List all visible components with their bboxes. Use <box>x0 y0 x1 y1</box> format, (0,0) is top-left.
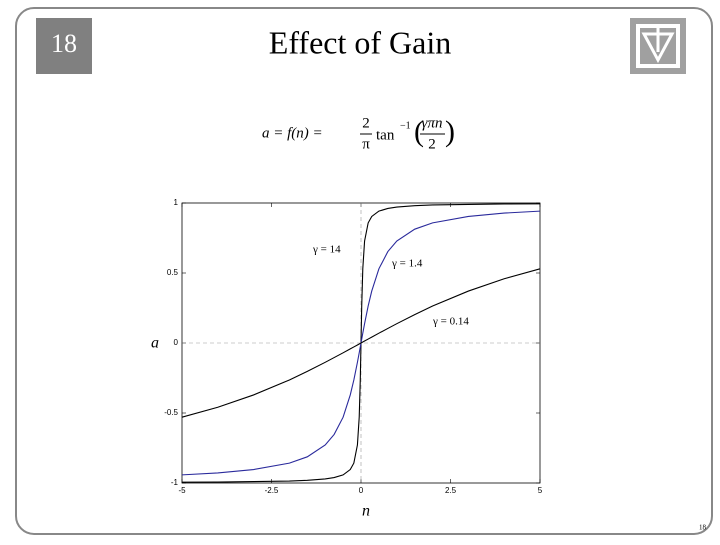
x-tick-label: -5 <box>178 486 186 495</box>
formula-coef-num: 2 <box>362 115 370 131</box>
number-box <box>36 18 92 74</box>
formula-coef-den: π <box>362 136 370 152</box>
footer-number: 18 <box>699 524 707 532</box>
y-tick-label: -0.5 <box>164 408 178 417</box>
slide-number: 18 <box>51 29 77 58</box>
y-tick-label: 0 <box>174 338 179 347</box>
formula-func-sup: −1 <box>400 120 411 131</box>
series-line <box>181 268 541 418</box>
formula: a = f(n) = 2 π tan −1 ( γπn 2 ) <box>262 115 455 153</box>
y-axis-label: a <box>151 335 159 352</box>
paren-left: ( <box>414 115 424 148</box>
series-label: γ = 0.14 <box>432 316 469 328</box>
formula-arg-num: γπn <box>422 115 443 131</box>
formula-func: tan <box>376 127 395 143</box>
logo <box>630 18 686 74</box>
formula-lhs: a = f(n) = <box>262 125 323 141</box>
x-tick-label: 2.5 <box>445 486 457 495</box>
series-label: γ = 14 <box>312 244 341 256</box>
x-axis-label: n <box>362 503 370 520</box>
series-label: γ = 1.4 <box>391 258 423 270</box>
paren-right: ) <box>445 115 455 148</box>
y-tick-label: -1 <box>171 478 179 487</box>
y-tick-label: 1 <box>174 198 179 207</box>
x-tick-label: -2.5 <box>265 486 279 495</box>
y-tick-label: 0.5 <box>167 268 179 277</box>
x-tick-label: 0 <box>359 486 364 495</box>
formula-arg-den: 2 <box>428 136 436 152</box>
x-tick-label: 5 <box>538 486 543 495</box>
slide-title: Effect of Gain <box>269 24 451 60</box>
